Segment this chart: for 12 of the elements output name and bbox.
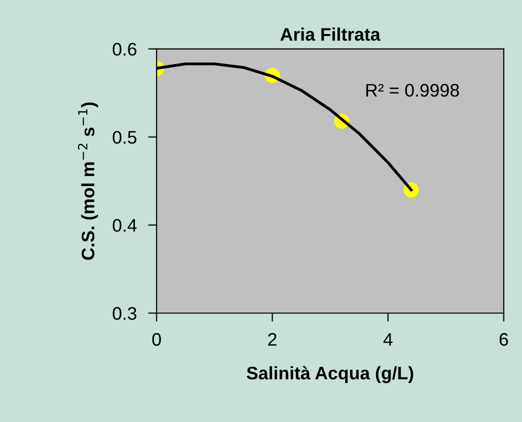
x-tick-label: 4 xyxy=(383,333,393,346)
y-tick-label: 0.6 xyxy=(112,42,136,56)
y-tick-label: 0.3 xyxy=(112,307,136,320)
x-axis-title: Salinità Acqua (g/L) xyxy=(246,366,414,384)
y-axis-title: C.S. (mol m$^{−2}$ s$^{−1}$) xyxy=(78,102,98,260)
x-tick-label: 0 xyxy=(152,333,161,346)
annotation: R² = 0.9998 xyxy=(366,84,459,97)
x-tick-label: 2 xyxy=(268,333,276,346)
y-tick-label: 0.4 xyxy=(112,219,137,232)
chart-title: Aria Filtrata xyxy=(280,28,380,41)
x-tick-label: 6 xyxy=(500,333,508,346)
y-tick-label: 0.5 xyxy=(112,130,136,144)
